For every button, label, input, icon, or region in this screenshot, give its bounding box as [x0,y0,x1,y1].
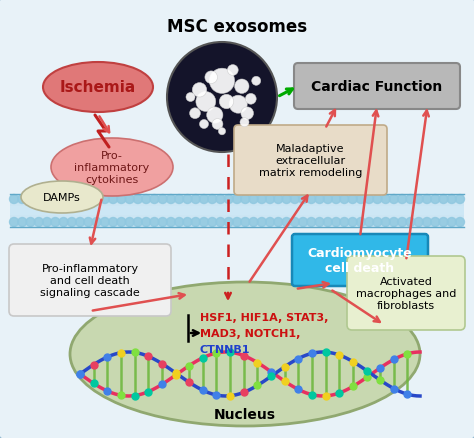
Circle shape [447,195,456,204]
Circle shape [216,195,225,204]
Circle shape [252,77,261,86]
Ellipse shape [51,139,173,197]
Circle shape [84,195,93,204]
Circle shape [356,195,365,204]
Circle shape [422,195,431,204]
Circle shape [183,195,192,204]
Circle shape [191,218,200,227]
Circle shape [224,195,233,204]
Circle shape [175,218,184,227]
Circle shape [406,218,415,227]
Circle shape [166,218,175,227]
Bar [10,206,464,216]
Circle shape [142,218,151,227]
Circle shape [200,218,209,227]
Circle shape [51,195,60,204]
Text: DAMPs: DAMPs [43,193,81,202]
Circle shape [373,218,382,227]
Circle shape [229,96,247,114]
Circle shape [142,195,151,204]
Text: Cardiac Function: Cardiac Function [311,80,443,94]
Circle shape [365,218,374,227]
Circle shape [315,218,324,227]
Circle shape [290,218,299,227]
Circle shape [175,195,184,204]
Circle shape [207,108,223,124]
Circle shape [109,218,118,227]
Circle shape [51,218,60,227]
Circle shape [290,195,299,204]
Circle shape [34,218,43,227]
Circle shape [340,195,349,204]
Circle shape [186,93,195,102]
Circle shape [67,195,76,204]
Circle shape [340,218,349,227]
Circle shape [92,195,101,204]
Circle shape [212,119,223,130]
Text: HSF1, HIF1A, STAT3,: HSF1, HIF1A, STAT3, [200,312,328,322]
Circle shape [431,218,440,227]
Text: Maladaptive
extracellular
matrix remodeling: Maladaptive extracellular matrix remodel… [259,144,362,177]
Circle shape [398,218,407,227]
Circle shape [406,195,415,204]
Circle shape [210,69,235,94]
Circle shape [133,218,142,227]
Circle shape [191,195,200,204]
Circle shape [315,195,324,204]
Circle shape [422,218,431,227]
Circle shape [241,218,250,227]
Circle shape [183,218,192,227]
Circle shape [249,195,258,204]
Bar [10,194,464,227]
Circle shape [190,109,201,119]
Circle shape [200,195,209,204]
Circle shape [356,218,365,227]
Circle shape [365,195,374,204]
Circle shape [265,195,274,204]
Circle shape [9,218,18,227]
Circle shape [84,218,93,227]
FancyBboxPatch shape [234,126,387,195]
Circle shape [235,80,249,94]
Ellipse shape [21,182,103,213]
Text: MSC exosomes: MSC exosomes [167,18,307,36]
Circle shape [92,218,101,227]
FancyBboxPatch shape [292,234,428,286]
Circle shape [348,195,357,204]
Circle shape [125,218,134,227]
Circle shape [200,120,209,129]
Circle shape [274,195,283,204]
Circle shape [100,218,109,227]
Circle shape [390,195,399,204]
Circle shape [456,218,465,227]
Circle shape [216,218,225,227]
Circle shape [117,195,126,204]
Circle shape [390,218,399,227]
Text: Pro-
inflammatory
cytokines: Pro- inflammatory cytokines [74,151,150,184]
Circle shape [158,218,167,227]
Circle shape [398,195,407,204]
Circle shape [167,43,277,153]
Circle shape [456,195,465,204]
Ellipse shape [70,283,420,426]
Circle shape [447,218,456,227]
Circle shape [205,72,218,84]
Circle shape [246,94,256,105]
Circle shape [241,108,254,120]
Circle shape [332,195,341,204]
Circle shape [9,195,18,204]
Circle shape [373,195,382,204]
Text: Activated
macrophages and
fibroblasts: Activated macrophages and fibroblasts [356,277,456,310]
Circle shape [34,195,43,204]
Circle shape [381,218,390,227]
Circle shape [332,218,341,227]
Circle shape [100,195,109,204]
Circle shape [158,195,167,204]
Circle shape [75,218,84,227]
Circle shape [208,195,217,204]
Circle shape [192,83,207,98]
Circle shape [59,218,68,227]
Circle shape [414,195,423,204]
Circle shape [18,218,27,227]
